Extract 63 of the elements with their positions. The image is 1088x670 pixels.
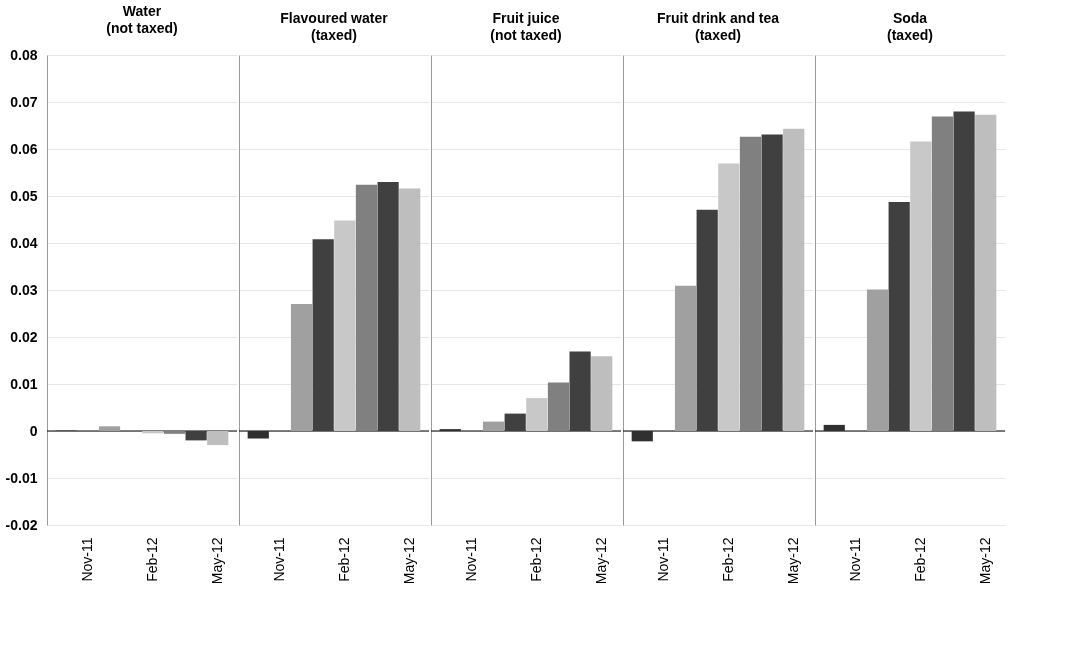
x-tick-label: May-12 <box>976 537 993 585</box>
chart-subtitle: (taxed) <box>887 27 933 43</box>
y-tick-label: 0.06 <box>10 140 38 157</box>
bar <box>504 413 526 431</box>
chart-title: Fruit juice <box>492 10 560 26</box>
y-tick-label: 0.08 <box>10 46 38 63</box>
y-tick-label: 0.01 <box>10 375 38 392</box>
y-tick-label: 0.07 <box>10 93 38 110</box>
bar <box>761 134 783 431</box>
bar <box>247 431 269 439</box>
x-tick-label: Nov-11 <box>270 537 287 582</box>
bar <box>547 382 570 431</box>
chart-title: Soda <box>892 10 928 26</box>
x-tick-label: Nov-11 <box>846 537 863 582</box>
bar <box>866 289 889 431</box>
x-tick-label: Feb-12 <box>335 537 352 582</box>
y-tick-label: 0.02 <box>10 328 38 345</box>
bar <box>823 424 845 431</box>
bar <box>569 351 591 431</box>
x-tick-label: May-12 <box>592 537 609 585</box>
x-tick-label: Feb-12 <box>911 537 928 582</box>
bar <box>482 421 505 431</box>
chart-subtitle: (taxed) <box>695 27 741 43</box>
bar <box>696 209 718 431</box>
chart-subtitle: (not taxed) <box>490 27 562 43</box>
bar <box>377 181 399 431</box>
bar <box>739 136 762 431</box>
bar <box>931 116 954 431</box>
bar <box>718 163 740 431</box>
bar <box>953 111 975 431</box>
bar <box>631 431 653 442</box>
y-tick-label: 0.05 <box>10 187 38 204</box>
bar <box>910 141 932 431</box>
bar <box>783 128 805 431</box>
y-tick-label: 0 <box>29 422 38 439</box>
x-tick-label: Feb-12 <box>719 537 736 582</box>
bar <box>591 356 613 431</box>
chart-title: Flavoured water <box>280 10 389 26</box>
bar <box>399 188 421 431</box>
bar <box>526 398 548 431</box>
chart-subtitle: (taxed) <box>311 27 357 43</box>
y-tick-label: 0.04 <box>10 234 38 251</box>
x-tick-label: Feb-12 <box>143 537 160 582</box>
x-tick-label: May-12 <box>400 537 417 585</box>
bar <box>674 285 697 431</box>
x-tick-label: May-12 <box>784 537 801 585</box>
bar <box>334 220 356 431</box>
bar <box>355 184 378 431</box>
x-tick-label: Nov-11 <box>78 537 95 582</box>
chart-subtitle: (not taxed) <box>106 20 178 36</box>
bar <box>888 202 910 431</box>
chart-title: Water <box>122 3 162 19</box>
x-tick-label: May-12 <box>208 537 225 585</box>
bar <box>312 239 334 431</box>
bar <box>290 304 313 431</box>
x-tick-label: Feb-12 <box>527 537 544 582</box>
y-tick-label: -0.01 <box>5 469 38 486</box>
chart-title: Fruit drink and tea <box>656 10 780 26</box>
bar <box>975 114 997 431</box>
x-tick-label: Nov-11 <box>462 537 479 582</box>
x-tick-label: Nov-11 <box>654 537 671 582</box>
y-tick-label: -0.02 <box>5 516 38 533</box>
y-tick-label: 0.03 <box>10 281 38 298</box>
